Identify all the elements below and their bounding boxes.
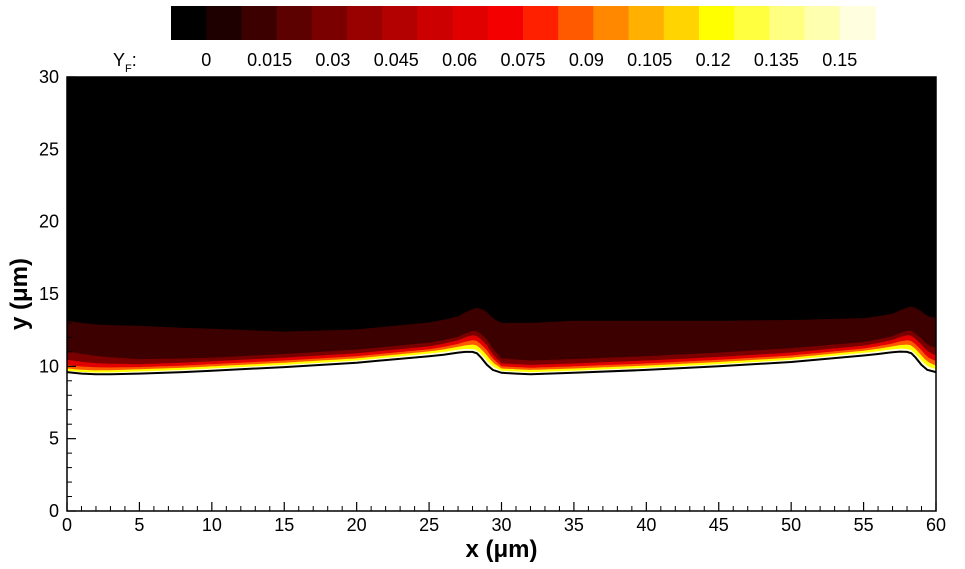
x-tick-label: 35 bbox=[564, 515, 584, 535]
colorbar-tick-labels: 0 0.015 0.03 0.045 0.06 0.075 0.09 0.105 0.12 0.1… bbox=[201, 50, 857, 70]
colorbar-tick-label: 0.09 bbox=[569, 50, 604, 70]
colorbar-tick-label: 0.015 bbox=[247, 50, 292, 70]
colorbar-cell bbox=[417, 6, 454, 40]
y-tick-label: 0 bbox=[49, 501, 59, 521]
colorbar-cell bbox=[382, 6, 418, 40]
axes: 0 5 10 15 20 25 30 35 40 45 50 55 60 0 5 10 15 20 25 30 bbox=[39, 67, 946, 535]
colorbar-cell bbox=[276, 6, 313, 40]
x-tick-label: 0 bbox=[62, 515, 72, 535]
y-axis-title: y (μm) bbox=[6, 258, 33, 330]
colorbar-cell bbox=[839, 6, 876, 40]
x-tick-label: 25 bbox=[419, 515, 439, 535]
colorbar-cell bbox=[663, 6, 700, 40]
y-tick-label: 20 bbox=[39, 212, 59, 232]
colorbar-tick-label: 0.075 bbox=[500, 50, 545, 70]
colorbar-tick-label: 0.12 bbox=[696, 50, 731, 70]
colorbar-cell bbox=[558, 6, 594, 40]
colorbar-cell bbox=[241, 6, 278, 40]
y-tick-label: 10 bbox=[39, 356, 59, 376]
colorbar-variable-label: YF: bbox=[113, 50, 137, 75]
colorbar-cell bbox=[593, 6, 630, 40]
colorbar-tick-label: 0.06 bbox=[442, 50, 477, 70]
colorbar-cell bbox=[699, 6, 735, 40]
x-tick-label: 10 bbox=[202, 515, 222, 535]
colorbar-cell bbox=[452, 6, 489, 40]
colorbar-cells bbox=[171, 6, 876, 40]
x-tick-label: 40 bbox=[636, 515, 656, 535]
colorbar-tick-label: 0.105 bbox=[627, 50, 672, 70]
y-tick-label: 25 bbox=[39, 139, 59, 159]
x-tick-label: 5 bbox=[134, 515, 144, 535]
x-tick-label: 30 bbox=[491, 515, 511, 535]
plot-area bbox=[66, 77, 937, 511]
colorbar-tick-label: 0.03 bbox=[315, 50, 350, 70]
y-tick-label: 15 bbox=[39, 284, 59, 304]
x-tick-label: 50 bbox=[781, 515, 801, 535]
x-tick-label: 60 bbox=[926, 515, 946, 535]
x-tick-label: 55 bbox=[854, 515, 874, 535]
interface-line bbox=[66, 350, 937, 376]
colorbar-cell bbox=[311, 6, 348, 40]
x-axis-title: x (μm) bbox=[465, 536, 537, 563]
colorbar-tick-label: 0.15 bbox=[822, 50, 857, 70]
y-tick-label: 30 bbox=[39, 67, 59, 87]
colorbar-cell bbox=[171, 6, 207, 40]
solid-region bbox=[67, 351, 936, 511]
colorbar-cell bbox=[769, 6, 806, 40]
colorbar: YF: 0 0.015 0.03 0.045 0.06 0.075 0.09 0.105 0.1… bbox=[113, 6, 876, 75]
colorbar-cell bbox=[487, 6, 524, 40]
colorbar-variable-subscript: F bbox=[125, 63, 132, 75]
x-tick-label: 20 bbox=[347, 515, 367, 535]
colorbar-variable-name: Y bbox=[113, 50, 125, 70]
colorbar-tick-label: 0 bbox=[201, 50, 211, 70]
x-tick-label: 45 bbox=[709, 515, 729, 535]
y-tick-label: 5 bbox=[49, 429, 59, 449]
colorbar-cell bbox=[347, 6, 383, 40]
colorbar-tick-label: 0.135 bbox=[754, 50, 799, 70]
colorbar-tick-label: 0.045 bbox=[374, 50, 419, 70]
colorbar-cell bbox=[523, 6, 559, 40]
colorbar-cell bbox=[206, 6, 242, 40]
colorbar-variable-suffix: : bbox=[132, 50, 137, 70]
colorbar-cell bbox=[628, 6, 665, 40]
colorbar-cell bbox=[804, 6, 841, 40]
x-tick-label: 15 bbox=[274, 515, 294, 535]
colorbar-cell bbox=[734, 6, 770, 40]
